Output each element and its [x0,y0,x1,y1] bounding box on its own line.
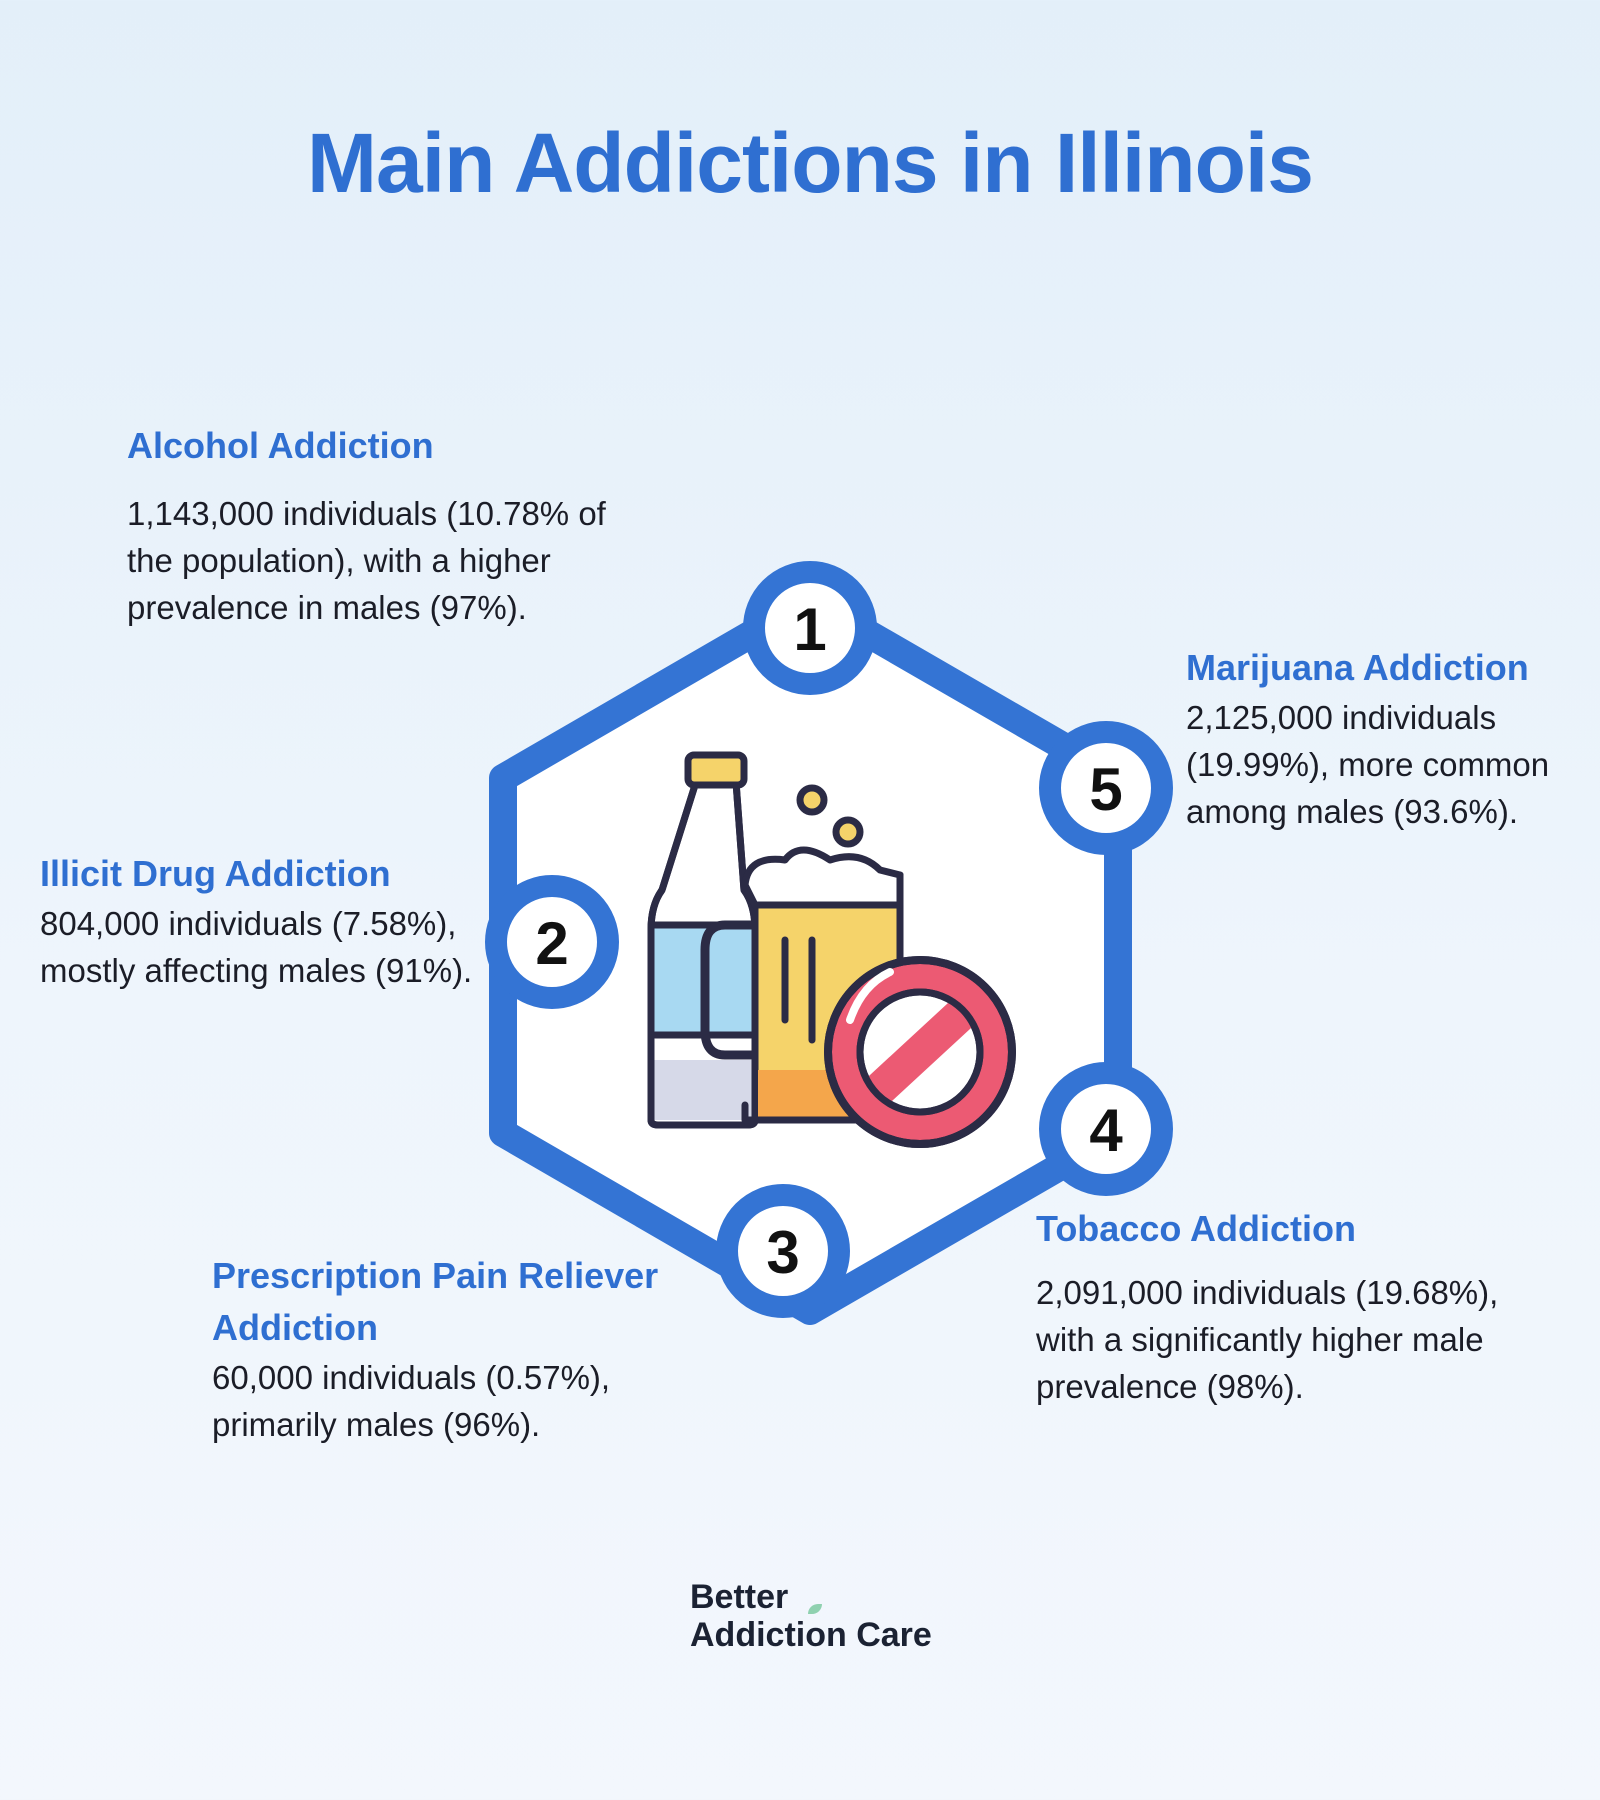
step-1-marker: 1 [743,561,877,695]
illicit-drug-addiction-text: 804,000 individuals (7.58%), mostly affe… [40,905,473,989]
prescription-addiction-block: Prescription Pain Reliever Addiction 60,… [212,1250,692,1448]
step-1-number: 1 [793,596,826,663]
tobacco-addiction-block: Tobacco Addiction 2,091,000 individuals … [1036,1203,1536,1410]
alcohol-addiction-heading: Alcohol Addiction [127,425,434,466]
marijuana-addiction-block: Marijuana Addiction 2,125,000 individual… [1186,642,1591,835]
better-addiction-care-logo: Better Addiction Care [690,1578,932,1654]
logo-line-1: Better [690,1578,789,1616]
leaf-icon [808,1604,822,1614]
step-2-number: 2 [535,910,568,977]
step-4-marker: 4 [1039,1062,1173,1196]
illicit-drug-addiction-heading: Illicit Drug Addiction [40,853,391,894]
step-5-number: 5 [1089,756,1122,823]
page-title: Main Addictions in Illinois [307,116,1314,210]
tobacco-addiction-text: 2,091,000 individuals (19.68%), with a s… [1036,1274,1499,1405]
alcohol-ban-icon [647,751,1016,1148]
tobacco-addiction-heading: Tobacco Addiction [1036,1208,1356,1249]
step-3-number: 3 [766,1219,799,1286]
step-5-marker: 5 [1039,721,1173,855]
step-3-marker: 3 [716,1184,850,1318]
marijuana-addiction-text: 2,125,000 individuals (19.99%), more com… [1186,699,1550,830]
step-4-number: 4 [1089,1097,1123,1164]
prescription-addiction-text: 60,000 individuals (0.57%), primarily ma… [212,1359,611,1443]
alcohol-addiction-text: 1,143,000 individuals (10.78% of the pop… [127,495,606,626]
prescription-addiction-heading: Prescription Pain Reliever Addiction [212,1255,659,1348]
alcohol-addiction-block: Alcohol Addiction 1,143,000 individuals … [127,420,607,631]
marijuana-addiction-heading: Marijuana Addiction [1186,647,1529,688]
logo-line-2: Addiction Care [690,1616,932,1654]
illicit-drug-addiction-block: Illicit Drug Addiction 804,000 individua… [40,848,520,994]
step-2-marker: 2 [485,875,619,1009]
